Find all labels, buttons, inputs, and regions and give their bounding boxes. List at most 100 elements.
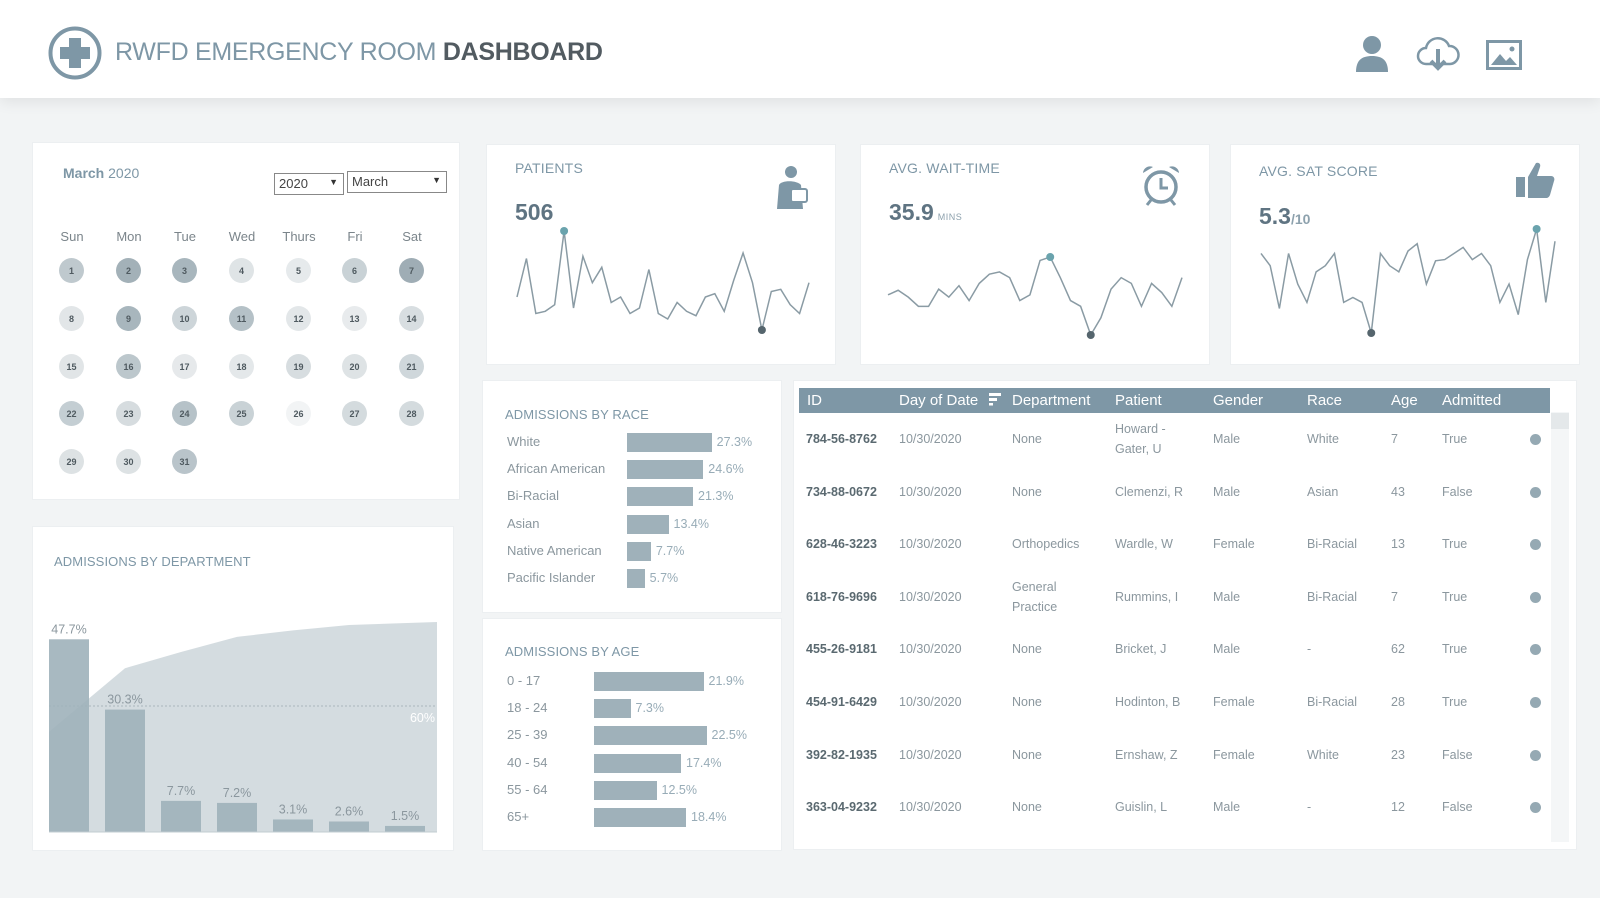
cell-id: 455-26-9181	[806, 642, 877, 657]
age-bar[interactable]	[594, 699, 631, 719]
year-select[interactable]: 2020 ▼	[274, 173, 344, 195]
col-age[interactable]: Age	[1391, 392, 1418, 409]
calendar-day[interactable]: 5	[286, 258, 311, 283]
row-status-dot[interactable]	[1530, 749, 1541, 761]
calendar-day[interactable]: 12	[286, 306, 311, 331]
race-bar-label: White	[507, 434, 541, 449]
department-bar-value: 3.1%	[279, 802, 308, 816]
calendar-day[interactable]: 25	[229, 401, 254, 426]
cell-gender: Male	[1213, 484, 1241, 499]
age-title: ADMISSIONS BY AGE	[505, 644, 640, 659]
calendar-day[interactable]: 31	[172, 449, 197, 474]
col-day-of-date[interactable]: Day of Date	[899, 392, 979, 409]
col-id[interactable]: ID	[807, 392, 822, 409]
calendar-day[interactable]: 29	[59, 449, 84, 474]
calendar-day[interactable]: 13	[342, 306, 367, 331]
race-bar[interactable]	[627, 433, 712, 452]
race-bar[interactable]	[627, 514, 669, 534]
sat-value-text: 5.3	[1259, 203, 1291, 229]
cell-date: 10/30/2020	[899, 747, 962, 762]
calendar-day[interactable]: 8	[59, 306, 84, 331]
department-bar-value: 7.7%	[167, 784, 196, 798]
cell-gender: Female	[1213, 695, 1255, 709]
row-status-dot[interactable]	[1530, 486, 1541, 498]
sort-icon[interactable]	[988, 392, 1002, 406]
chevron-down-icon: ▼	[329, 177, 338, 187]
row-status-dot[interactable]	[1530, 539, 1541, 551]
cell-age: 62	[1391, 642, 1405, 657]
calendar-day[interactable]: 27	[342, 401, 367, 426]
calendar-day[interactable]: 1	[59, 258, 84, 283]
col-gender[interactable]: Gender	[1213, 392, 1264, 409]
weekday-label: Tue	[174, 229, 196, 244]
calendar-day[interactable]: 4	[229, 258, 254, 283]
cell-race: Bi-Racial	[1307, 537, 1358, 552]
cell-patient: Clemenzi, R	[1115, 484, 1184, 499]
cell-patient: Rummins, I	[1115, 589, 1179, 604]
cell-patient: Ernshaw, Z	[1115, 747, 1178, 762]
cloud-download-icon[interactable]	[1416, 34, 1460, 74]
month-select[interactable]: March ▼	[347, 171, 447, 193]
race-bar[interactable]	[627, 460, 704, 480]
age-bar[interactable]	[594, 753, 681, 773]
department-bar	[329, 821, 369, 832]
calendar-day[interactable]: 22	[59, 401, 84, 426]
calendar-day[interactable]: 24	[172, 401, 197, 426]
min-marker	[1367, 329, 1376, 337]
wait-label: AVG. WAIT-TIME	[889, 160, 1000, 176]
col-admitted[interactable]: Admitted	[1442, 392, 1502, 409]
row-status-dot[interactable]	[1530, 644, 1541, 656]
department-panel: ADMISSIONS BY DEPARTMENT 60% 47.7% 30.3% 7.…	[32, 526, 454, 851]
age-bar-label: 40 - 54	[507, 754, 548, 770]
row-status-dot[interactable]	[1530, 591, 1541, 603]
calendar-day[interactable]: 2	[116, 258, 141, 283]
calendar-day[interactable]: 16	[116, 354, 141, 379]
age-bar[interactable]	[594, 808, 686, 827]
calendar-day[interactable]: 18	[229, 354, 254, 379]
chevron-down-icon: ▼	[432, 175, 441, 185]
calendar-day[interactable]: 23	[116, 401, 141, 426]
user-icon[interactable]	[1354, 34, 1390, 74]
image-icon[interactable]	[1486, 40, 1522, 72]
sat-kpi-card: AVG. SAT SCORE 5.3/10	[1230, 144, 1580, 365]
department-bar-value: 30.3%	[107, 693, 142, 707]
calendar-day[interactable]: 21	[399, 354, 424, 379]
calendar-day[interactable]: 26	[286, 401, 311, 426]
weekday-label: Fri	[347, 229, 363, 244]
table-scrollbar-thumb[interactable]	[1551, 413, 1569, 429]
sat-unit: /10	[1290, 211, 1311, 227]
calendar-day[interactable]: 28	[399, 401, 424, 426]
age-bar[interactable]	[594, 780, 657, 800]
col-department[interactable]: Department	[1012, 392, 1091, 409]
calendar-day[interactable]: 3	[172, 258, 197, 283]
calendar-day[interactable]: 30	[116, 449, 141, 474]
calendar-day[interactable]: 9	[116, 306, 141, 331]
calendar-day[interactable]: 10	[172, 306, 197, 331]
race-bar[interactable]	[627, 487, 694, 507]
race-bar[interactable]	[627, 569, 645, 588]
table-header: ID Day of Date Department Patient Gender…	[799, 388, 1550, 413]
department-bar	[217, 802, 257, 832]
row-status-dot[interactable]	[1530, 434, 1541, 445]
department-chart: 60% 47.7% 30.3% 7.7% 7.2% 3.1% 2.6% 1.5%	[49, 622, 437, 833]
age-bar[interactable]	[594, 672, 704, 691]
col-patient[interactable]: Patient	[1115, 392, 1162, 409]
age-bar[interactable]	[594, 726, 707, 746]
calendar-day[interactable]: 19	[286, 354, 311, 379]
calendar-day[interactable]: 11	[229, 306, 254, 331]
calendar-day[interactable]: 7	[399, 258, 424, 283]
cell-patient: Wardle, W	[1115, 537, 1173, 552]
patient-icon	[777, 166, 808, 209]
row-status-dot[interactable]	[1530, 802, 1541, 814]
row-status-dot[interactable]	[1530, 697, 1541, 708]
table-scrollbar[interactable]	[1551, 412, 1569, 842]
age-bar-value: 12.5%	[661, 782, 697, 797]
calendar-day[interactable]: 17	[172, 354, 197, 379]
calendar-day[interactable]: 14	[399, 306, 424, 331]
calendar-day[interactable]: 20	[342, 354, 367, 379]
race-bar[interactable]	[627, 541, 651, 561]
col-race[interactable]: Race	[1307, 392, 1343, 409]
calendar-day[interactable]: 6	[342, 258, 367, 283]
department-bar-value: 1.5%	[391, 809, 420, 823]
calendar-day[interactable]: 15	[59, 354, 84, 379]
